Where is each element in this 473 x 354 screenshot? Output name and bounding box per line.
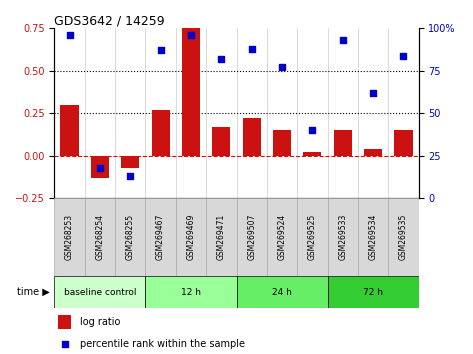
Point (61, 341, 69, 347)
Bar (206, 198, 236, 276)
Bar (182, 28, 200, 156)
Text: percentile rank within the sample: percentile rank within the sample (80, 339, 245, 349)
Bar (327, 276, 419, 308)
Bar (394, 130, 412, 156)
Bar (267, 198, 297, 276)
Bar (176, 198, 206, 276)
Bar (61, 105, 79, 156)
Bar (85, 198, 115, 276)
Bar (91, 156, 109, 178)
Bar (54, 276, 146, 308)
Bar (236, 276, 327, 308)
Point (248, 46, 255, 52)
Text: GDS3642 / 14259: GDS3642 / 14259 (54, 14, 165, 27)
Point (96, 165, 104, 171)
Text: 72 h: 72 h (363, 287, 383, 297)
Text: GSM269469: GSM269469 (186, 214, 195, 261)
Text: time ▶: time ▶ (17, 287, 50, 297)
Text: GSM269507: GSM269507 (247, 214, 256, 261)
Bar (303, 152, 322, 156)
Point (126, 173, 134, 179)
Text: GSM269471: GSM269471 (217, 214, 226, 260)
Bar (58, 315, 71, 329)
Bar (115, 198, 146, 276)
Bar (236, 198, 267, 276)
Point (278, 64, 286, 70)
Point (308, 127, 316, 133)
Point (187, 32, 195, 38)
Bar (212, 127, 230, 156)
Bar (145, 198, 176, 276)
Bar (364, 149, 382, 156)
Bar (273, 130, 291, 156)
Point (339, 38, 347, 43)
Text: GSM269535: GSM269535 (399, 214, 408, 261)
Bar (388, 198, 419, 276)
Text: 24 h: 24 h (272, 287, 292, 297)
Text: GSM269525: GSM269525 (308, 214, 317, 260)
Text: baseline control: baseline control (64, 287, 136, 297)
Text: GSM269467: GSM269467 (156, 214, 165, 261)
Text: GSM269524: GSM269524 (278, 214, 287, 260)
Bar (358, 198, 388, 276)
Point (369, 90, 377, 96)
Text: GSM268253: GSM268253 (65, 214, 74, 260)
Bar (151, 110, 170, 156)
Bar (327, 198, 358, 276)
Bar (297, 198, 327, 276)
Text: GSM268255: GSM268255 (126, 214, 135, 260)
Text: log ratio: log ratio (80, 317, 120, 327)
Bar (121, 156, 140, 168)
Point (400, 53, 407, 58)
Point (66, 32, 73, 38)
Point (157, 47, 165, 53)
Bar (54, 198, 85, 276)
Bar (243, 118, 261, 156)
Text: GSM269533: GSM269533 (338, 214, 347, 261)
Bar (145, 276, 236, 308)
Point (218, 56, 225, 62)
Text: GSM268254: GSM268254 (96, 214, 105, 260)
Text: 12 h: 12 h (181, 287, 201, 297)
Text: GSM269534: GSM269534 (368, 214, 377, 261)
Bar (333, 130, 352, 156)
